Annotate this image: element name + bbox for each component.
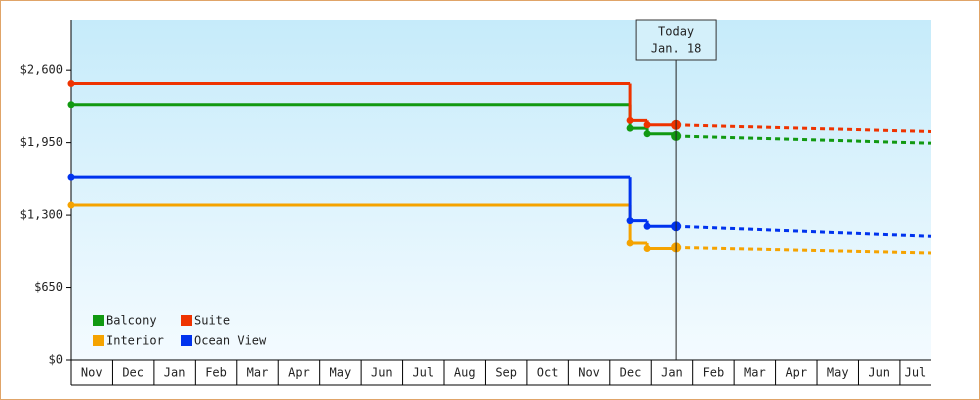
- x-tick-label: Dec: [122, 366, 144, 380]
- x-tick-label: May: [330, 366, 352, 380]
- y-tick-label: $2,600: [20, 63, 63, 77]
- x-tick-label: Aug: [454, 366, 476, 380]
- today-label: Today: [658, 25, 694, 39]
- y-tick-label: $1,300: [20, 208, 63, 222]
- x-tick-label: Feb: [703, 366, 725, 380]
- x-tick-label: Jun: [371, 366, 393, 380]
- legend-label: Suite: [194, 314, 230, 328]
- x-tick-label: Jun: [868, 366, 890, 380]
- x-tick-label: Mar: [744, 366, 766, 380]
- x-tick-label: Jan: [661, 366, 683, 380]
- point: [643, 245, 651, 253]
- legend-swatch: [93, 335, 104, 346]
- forecast-line: [676, 224, 932, 238]
- legend-swatch: [181, 315, 192, 326]
- forecast-line: [676, 134, 932, 145]
- x-tick-label: Jan: [164, 366, 186, 380]
- y-tick-label: $0: [49, 353, 63, 367]
- x-tick-label: Nov: [81, 366, 103, 380]
- x-tick-label: Nov: [578, 366, 600, 380]
- legend-label: Balcony: [106, 314, 157, 328]
- point: [67, 201, 75, 209]
- point: [67, 101, 75, 109]
- today-label: Jan. 18: [651, 42, 702, 56]
- x-tick-label: Feb: [205, 366, 227, 380]
- x-tick-label: Apr: [785, 366, 807, 380]
- point: [626, 124, 634, 132]
- point: [643, 130, 651, 138]
- legend-swatch: [93, 315, 104, 326]
- x-tick-label: Mar: [247, 366, 269, 380]
- plot-area: [71, 20, 931, 360]
- legend-label: Interior: [106, 334, 164, 348]
- point: [626, 116, 634, 124]
- x-tick-label: Jul: [412, 366, 434, 380]
- legend-label: Ocean View: [194, 334, 267, 348]
- point: [626, 217, 634, 225]
- x-tick-label: Jul: [905, 366, 927, 380]
- forecast-line: [676, 245, 932, 255]
- y-tick-label: $650: [34, 280, 63, 294]
- legend-swatch: [181, 335, 192, 346]
- x-tick-label: Sep: [495, 366, 517, 380]
- forecast-line: [676, 123, 932, 133]
- x-tick-label: May: [827, 366, 849, 380]
- point: [626, 239, 634, 247]
- x-tick-label: Dec: [620, 366, 642, 380]
- point: [643, 222, 651, 230]
- point: [643, 121, 651, 129]
- x-tick-label: Apr: [288, 366, 310, 380]
- x-tick-label: Oct: [537, 366, 559, 380]
- point: [67, 173, 75, 181]
- y-tick-label: $1,950: [20, 135, 63, 149]
- today-box: [635, 19, 717, 61]
- point: [67, 80, 75, 88]
